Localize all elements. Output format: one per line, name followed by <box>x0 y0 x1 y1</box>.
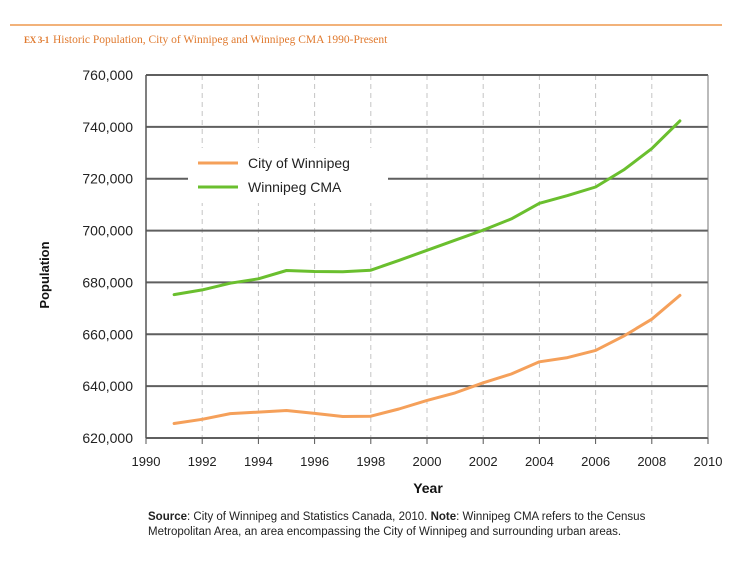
x-tick-label: 1992 <box>188 454 217 469</box>
y-tick-label: 720,000 <box>82 171 133 187</box>
legend-box <box>188 148 388 203</box>
x-tick-label: 1994 <box>244 454 273 469</box>
x-tick-label: 2002 <box>469 454 498 469</box>
x-tick-label: 2000 <box>413 454 442 469</box>
x-tick-label: 2008 <box>637 454 666 469</box>
x-axis-title: Year <box>413 480 443 496</box>
series-line <box>172 119 682 297</box>
grid <box>146 74 708 439</box>
source-note: Source: City of Winnipeg and Statistics … <box>148 510 708 540</box>
y-tick-label: 620,000 <box>82 430 133 446</box>
axes: 620,000 640,000 660,000 680,000 700,000 720,0… <box>82 67 722 469</box>
x-tick-label: 1990 <box>132 454 161 469</box>
population-line-chart: 620,000 640,000 660,000 680,000 700,000 720,0… <box>37 67 722 496</box>
y-tick-label: 660,000 <box>82 326 133 342</box>
y-tick-label: 740,000 <box>82 119 133 135</box>
legend-label: City of Winnipeg <box>248 155 350 171</box>
x-tick-label: 1998 <box>356 454 385 469</box>
exhibit-title: Historic Population, City of Winnipeg an… <box>52 34 388 46</box>
note-text: : Winnipeg CMA refers to the Census Metr… <box>148 511 646 538</box>
source-label: Source <box>148 511 187 523</box>
y-axis-title: Population <box>37 241 52 308</box>
legend: City of Winnipeg Winnipeg CMA <box>188 148 388 203</box>
legend-label: Winnipeg CMA <box>248 179 342 195</box>
series-line <box>172 293 682 425</box>
y-tick-label: 680,000 <box>82 274 133 290</box>
y-tick-label: 700,000 <box>82 223 133 239</box>
source-text: : City of Winnipeg and Statistics Canada… <box>187 511 431 523</box>
series-group <box>172 119 682 425</box>
exhibit-tag: EX 3-1 <box>24 35 49 45</box>
x-tick-label: 2004 <box>525 454 554 469</box>
x-tick-label: 1996 <box>300 454 329 469</box>
y-tick-label: 640,000 <box>82 378 133 394</box>
x-tick-label: 2006 <box>581 454 610 469</box>
exhibit-header: EX 3-1 Historic Population, City of Winni… <box>24 34 387 46</box>
note-label: Note <box>430 511 457 523</box>
y-tick-label: 760,000 <box>82 67 133 83</box>
top-rule <box>10 24 722 26</box>
x-tick-label: 2010 <box>694 454 723 469</box>
